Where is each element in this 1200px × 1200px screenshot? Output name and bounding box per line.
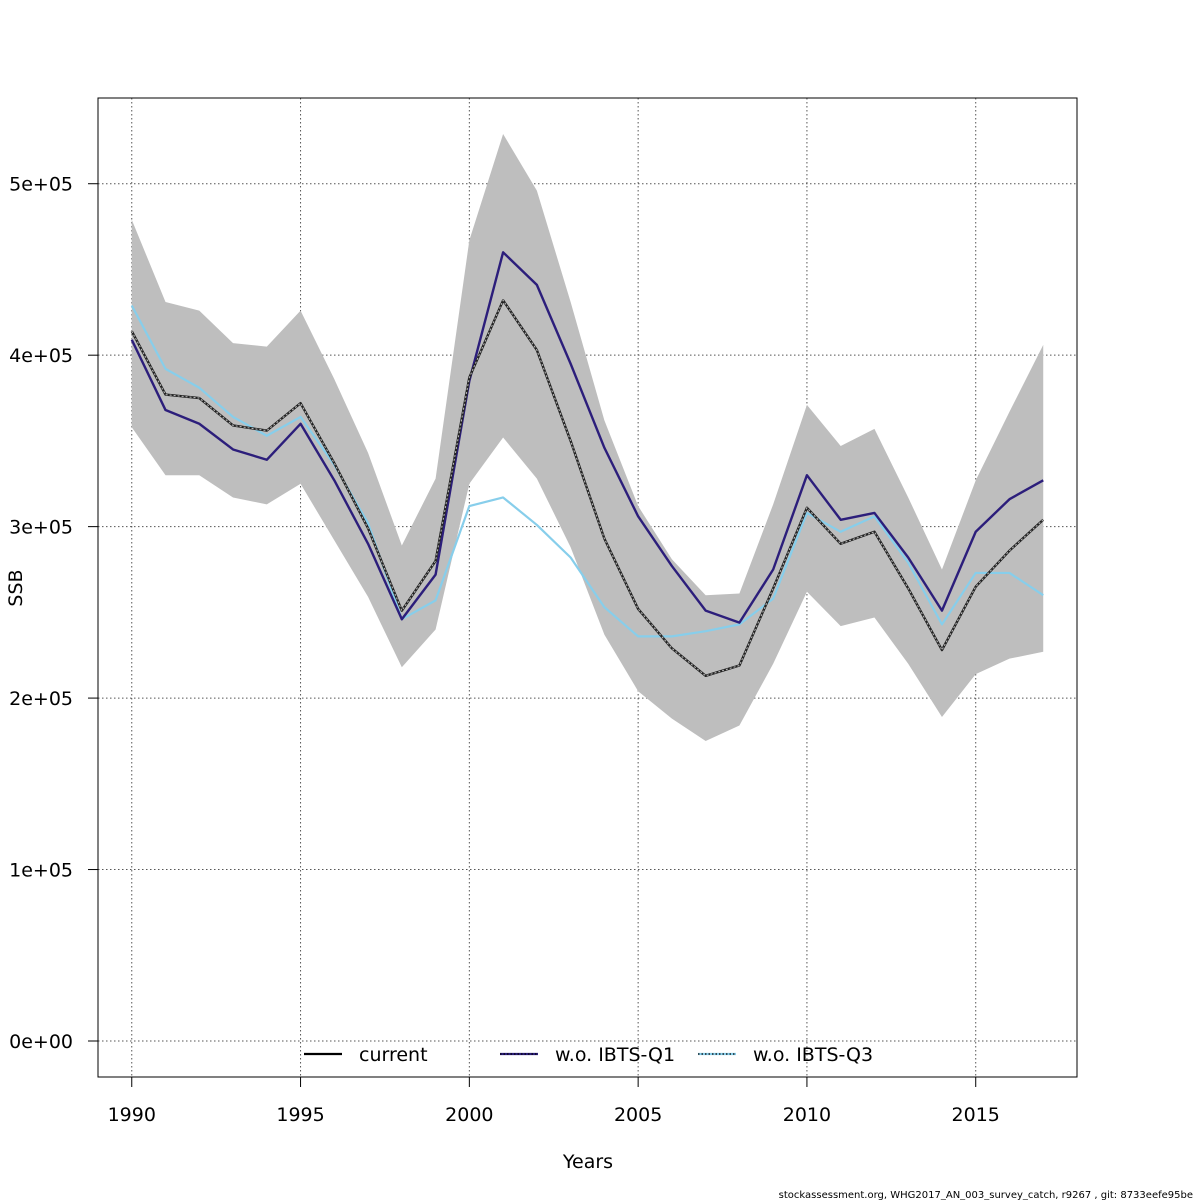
x-axis-label: Years [562,1151,613,1173]
y-tick-label-5: 5e+05 [9,174,73,196]
legend-item-wo-ibts-q3: w.o. IBTS-Q3 [698,1044,873,1066]
y-tick-label-0: 0e+00 [9,1031,73,1053]
x-tick-label-1995: 1995 [276,1104,324,1126]
legend-item-wo-ibts-q1: w.o. IBTS-Q1 [500,1044,675,1066]
confidence-band-layer [131,134,1044,741]
legend-item-current: current [304,1044,428,1066]
y-tick-label-4: 4e+05 [9,345,73,367]
y-tick-label-3: 3e+05 [9,517,73,539]
x-tick-label-2000: 2000 [445,1104,493,1126]
y-tick-label-2: 2e+05 [9,688,73,710]
confidence-band [131,134,1044,741]
x-tick-label-2010: 2010 [783,1104,831,1126]
legend-label: w.o. IBTS-Q1 [555,1044,675,1066]
x-tick-label-2015: 2015 [952,1104,1000,1126]
series-layer [130,251,1045,677]
series-line-wo-ibts-q3 [130,304,1044,638]
y-axis-label: SSB [5,569,27,606]
legend-label: current [359,1044,428,1066]
footer-note: stockassessment.org, WHG2017_AN_003_surv… [779,1190,1193,1200]
x-tick-label-2005: 2005 [614,1104,662,1126]
legend-label: w.o. IBTS-Q3 [753,1044,873,1066]
y-tick-label-1: 1e+05 [9,860,73,882]
legend: current w.o. IBTS-Q1 w.o. IBTS-Q3 [304,1044,873,1066]
x-tick-label-1990: 1990 [108,1104,156,1126]
axes: 1990 1995 2000 2005 2010 2015 0e+00 1e+05 2e+05 3… [9,174,1000,1126]
series-line-wo-ibts-q1 [130,251,1044,624]
series-line-current-dots [131,299,1044,677]
